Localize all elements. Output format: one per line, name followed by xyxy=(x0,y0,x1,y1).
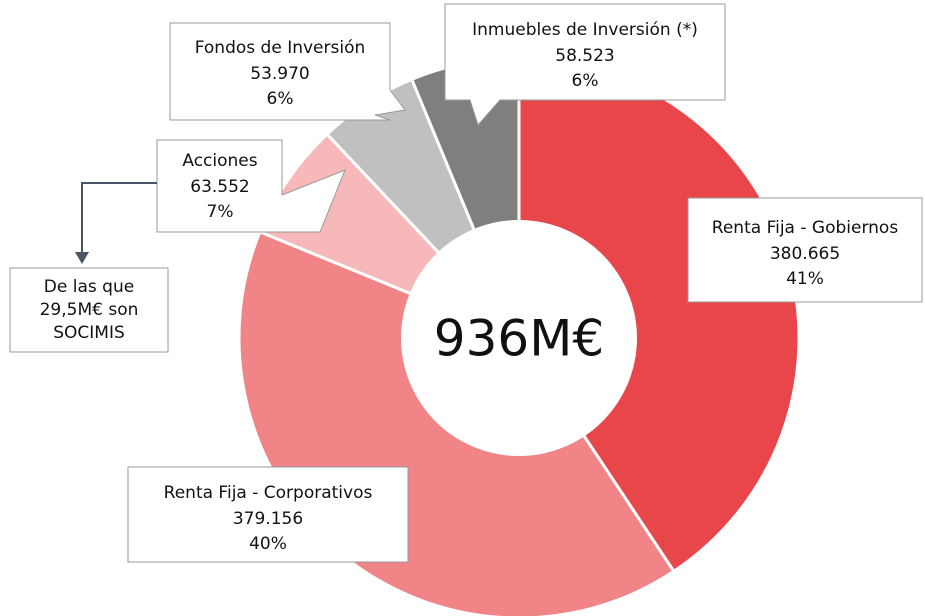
value-label: 379.156 xyxy=(233,509,303,529)
percentage-label: 6% xyxy=(267,89,294,109)
percentage-label: 41% xyxy=(786,269,824,289)
note-box xyxy=(9,267,169,353)
category-label: Acciones xyxy=(182,151,257,171)
arrow xyxy=(81,182,157,255)
donut-hole xyxy=(401,220,637,456)
value-label: 58.523 xyxy=(555,46,614,66)
callout xyxy=(127,466,409,563)
value-label: 63.552 xyxy=(190,177,249,197)
callout xyxy=(156,139,346,233)
percentage-label: 7% xyxy=(207,202,234,222)
callout xyxy=(169,22,406,121)
category-label: Renta Fija - Corporativos xyxy=(164,483,373,503)
labels: Renta Fija - Gobiernos 380.665 41% Renta Fi… xyxy=(40,20,899,554)
category-label: Renta Fija - Gobiernos xyxy=(712,218,899,238)
value-label: 380.665 xyxy=(770,244,840,264)
center-label: 936M€ xyxy=(434,310,604,368)
percentage-label: 6% xyxy=(572,71,599,91)
arrowhead xyxy=(75,252,89,264)
category-label: Fondos de Inversión xyxy=(195,38,366,58)
annotation: 29,5M€ son xyxy=(40,300,139,320)
category-label: Inmuebles de Inversión (*) xyxy=(472,20,698,40)
value-label: 53.970 xyxy=(250,64,309,84)
percentage-label: 40% xyxy=(249,534,287,554)
annotation: SOCIMIS xyxy=(53,323,125,343)
callout xyxy=(687,197,923,303)
callout xyxy=(444,3,726,126)
annotation: De las que xyxy=(44,277,134,297)
